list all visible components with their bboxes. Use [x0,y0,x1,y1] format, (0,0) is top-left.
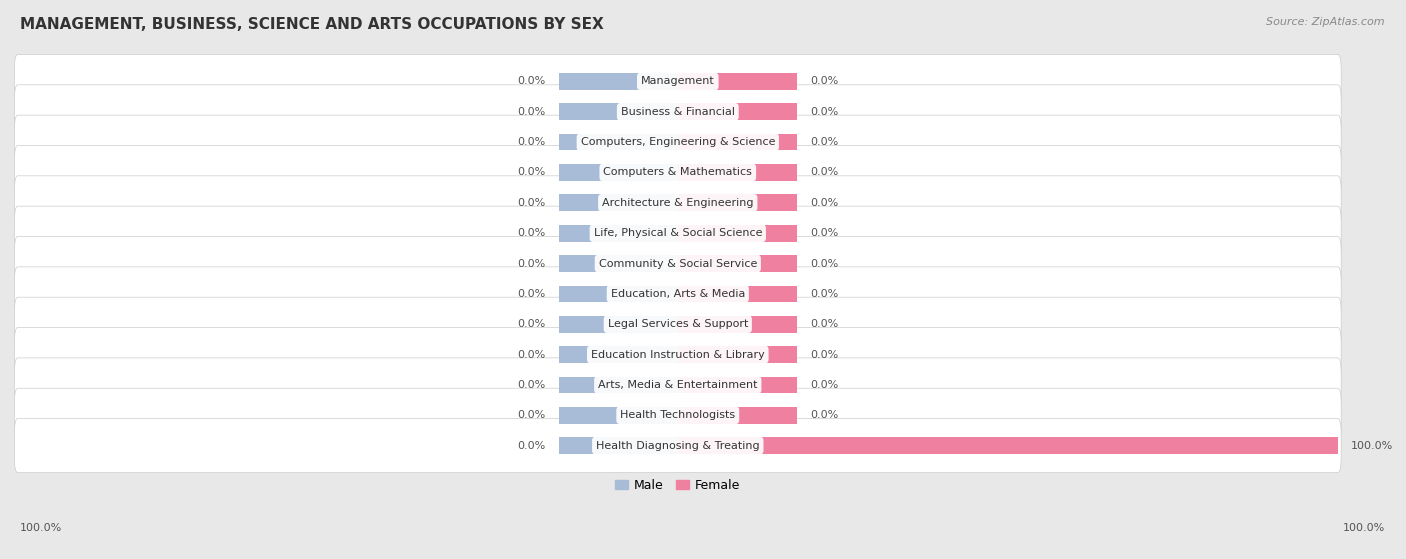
Text: 0.0%: 0.0% [517,168,546,178]
Bar [678,255,797,272]
FancyBboxPatch shape [14,297,1341,351]
Bar [560,103,678,120]
Bar [678,195,797,211]
Bar [678,164,797,181]
FancyBboxPatch shape [14,419,1341,472]
Text: 0.0%: 0.0% [810,289,838,299]
Text: Education, Arts & Media: Education, Arts & Media [610,289,745,299]
Text: 0.0%: 0.0% [810,349,838,359]
Text: 0.0%: 0.0% [517,137,546,147]
Text: Education Instruction & Library: Education Instruction & Library [591,349,765,359]
Text: 0.0%: 0.0% [517,289,546,299]
Text: 0.0%: 0.0% [810,198,838,208]
FancyBboxPatch shape [14,54,1341,108]
Text: 0.0%: 0.0% [810,410,838,420]
Bar [560,73,678,90]
FancyBboxPatch shape [14,388,1341,442]
Text: Life, Physical & Social Science: Life, Physical & Social Science [593,228,762,238]
Bar [678,103,797,120]
Text: 0.0%: 0.0% [517,258,546,268]
Text: Computers, Engineering & Science: Computers, Engineering & Science [581,137,775,147]
Text: MANAGEMENT, BUSINESS, SCIENCE AND ARTS OCCUPATIONS BY SEX: MANAGEMENT, BUSINESS, SCIENCE AND ARTS O… [20,17,603,32]
Text: 0.0%: 0.0% [517,380,546,390]
Text: Architecture & Engineering: Architecture & Engineering [602,198,754,208]
FancyBboxPatch shape [14,115,1341,169]
Bar [560,437,678,454]
Text: 0.0%: 0.0% [810,380,838,390]
Text: 0.0%: 0.0% [517,107,546,117]
Text: 0.0%: 0.0% [810,319,838,329]
Bar [560,255,678,272]
Bar [678,407,797,424]
Text: 0.0%: 0.0% [517,228,546,238]
Text: Health Diagnosing & Treating: Health Diagnosing & Treating [596,440,759,451]
Text: 0.0%: 0.0% [517,77,546,87]
Bar [560,377,678,393]
Text: 0.0%: 0.0% [517,349,546,359]
FancyBboxPatch shape [14,206,1341,260]
Text: Business & Financial: Business & Financial [621,107,735,117]
Bar [560,346,678,363]
Text: Management: Management [641,77,714,87]
Text: Source: ZipAtlas.com: Source: ZipAtlas.com [1267,17,1385,27]
FancyBboxPatch shape [14,236,1341,291]
Bar [678,377,797,393]
Text: Legal Services & Support: Legal Services & Support [607,319,748,329]
FancyBboxPatch shape [14,176,1341,230]
Bar [678,225,797,241]
Bar [560,316,678,333]
FancyBboxPatch shape [14,267,1341,321]
Text: 100.0%: 100.0% [20,523,62,533]
FancyBboxPatch shape [14,328,1341,382]
Bar [560,134,678,150]
Text: 0.0%: 0.0% [810,258,838,268]
Text: 100.0%: 100.0% [1343,523,1385,533]
Text: 0.0%: 0.0% [810,168,838,178]
Legend: Male, Female: Male, Female [610,474,745,497]
Bar [678,437,1339,454]
Bar [678,286,797,302]
FancyBboxPatch shape [14,85,1341,139]
Bar [560,407,678,424]
Text: 0.0%: 0.0% [810,77,838,87]
Text: Computers & Mathematics: Computers & Mathematics [603,168,752,178]
Bar [678,346,797,363]
Bar [560,286,678,302]
Text: 0.0%: 0.0% [810,137,838,147]
Bar [678,316,797,333]
Text: Arts, Media & Entertainment: Arts, Media & Entertainment [598,380,758,390]
FancyBboxPatch shape [14,145,1341,200]
Text: 0.0%: 0.0% [810,107,838,117]
Bar [678,134,797,150]
FancyBboxPatch shape [14,358,1341,412]
Bar [560,225,678,241]
Bar [560,164,678,181]
Text: Health Technologists: Health Technologists [620,410,735,420]
Bar [678,73,797,90]
Bar [560,195,678,211]
Text: 100.0%: 100.0% [1351,440,1393,451]
Text: 0.0%: 0.0% [517,440,546,451]
Text: 0.0%: 0.0% [517,410,546,420]
Text: 0.0%: 0.0% [517,198,546,208]
Text: 0.0%: 0.0% [517,319,546,329]
Text: Community & Social Service: Community & Social Service [599,258,756,268]
Text: 0.0%: 0.0% [810,228,838,238]
